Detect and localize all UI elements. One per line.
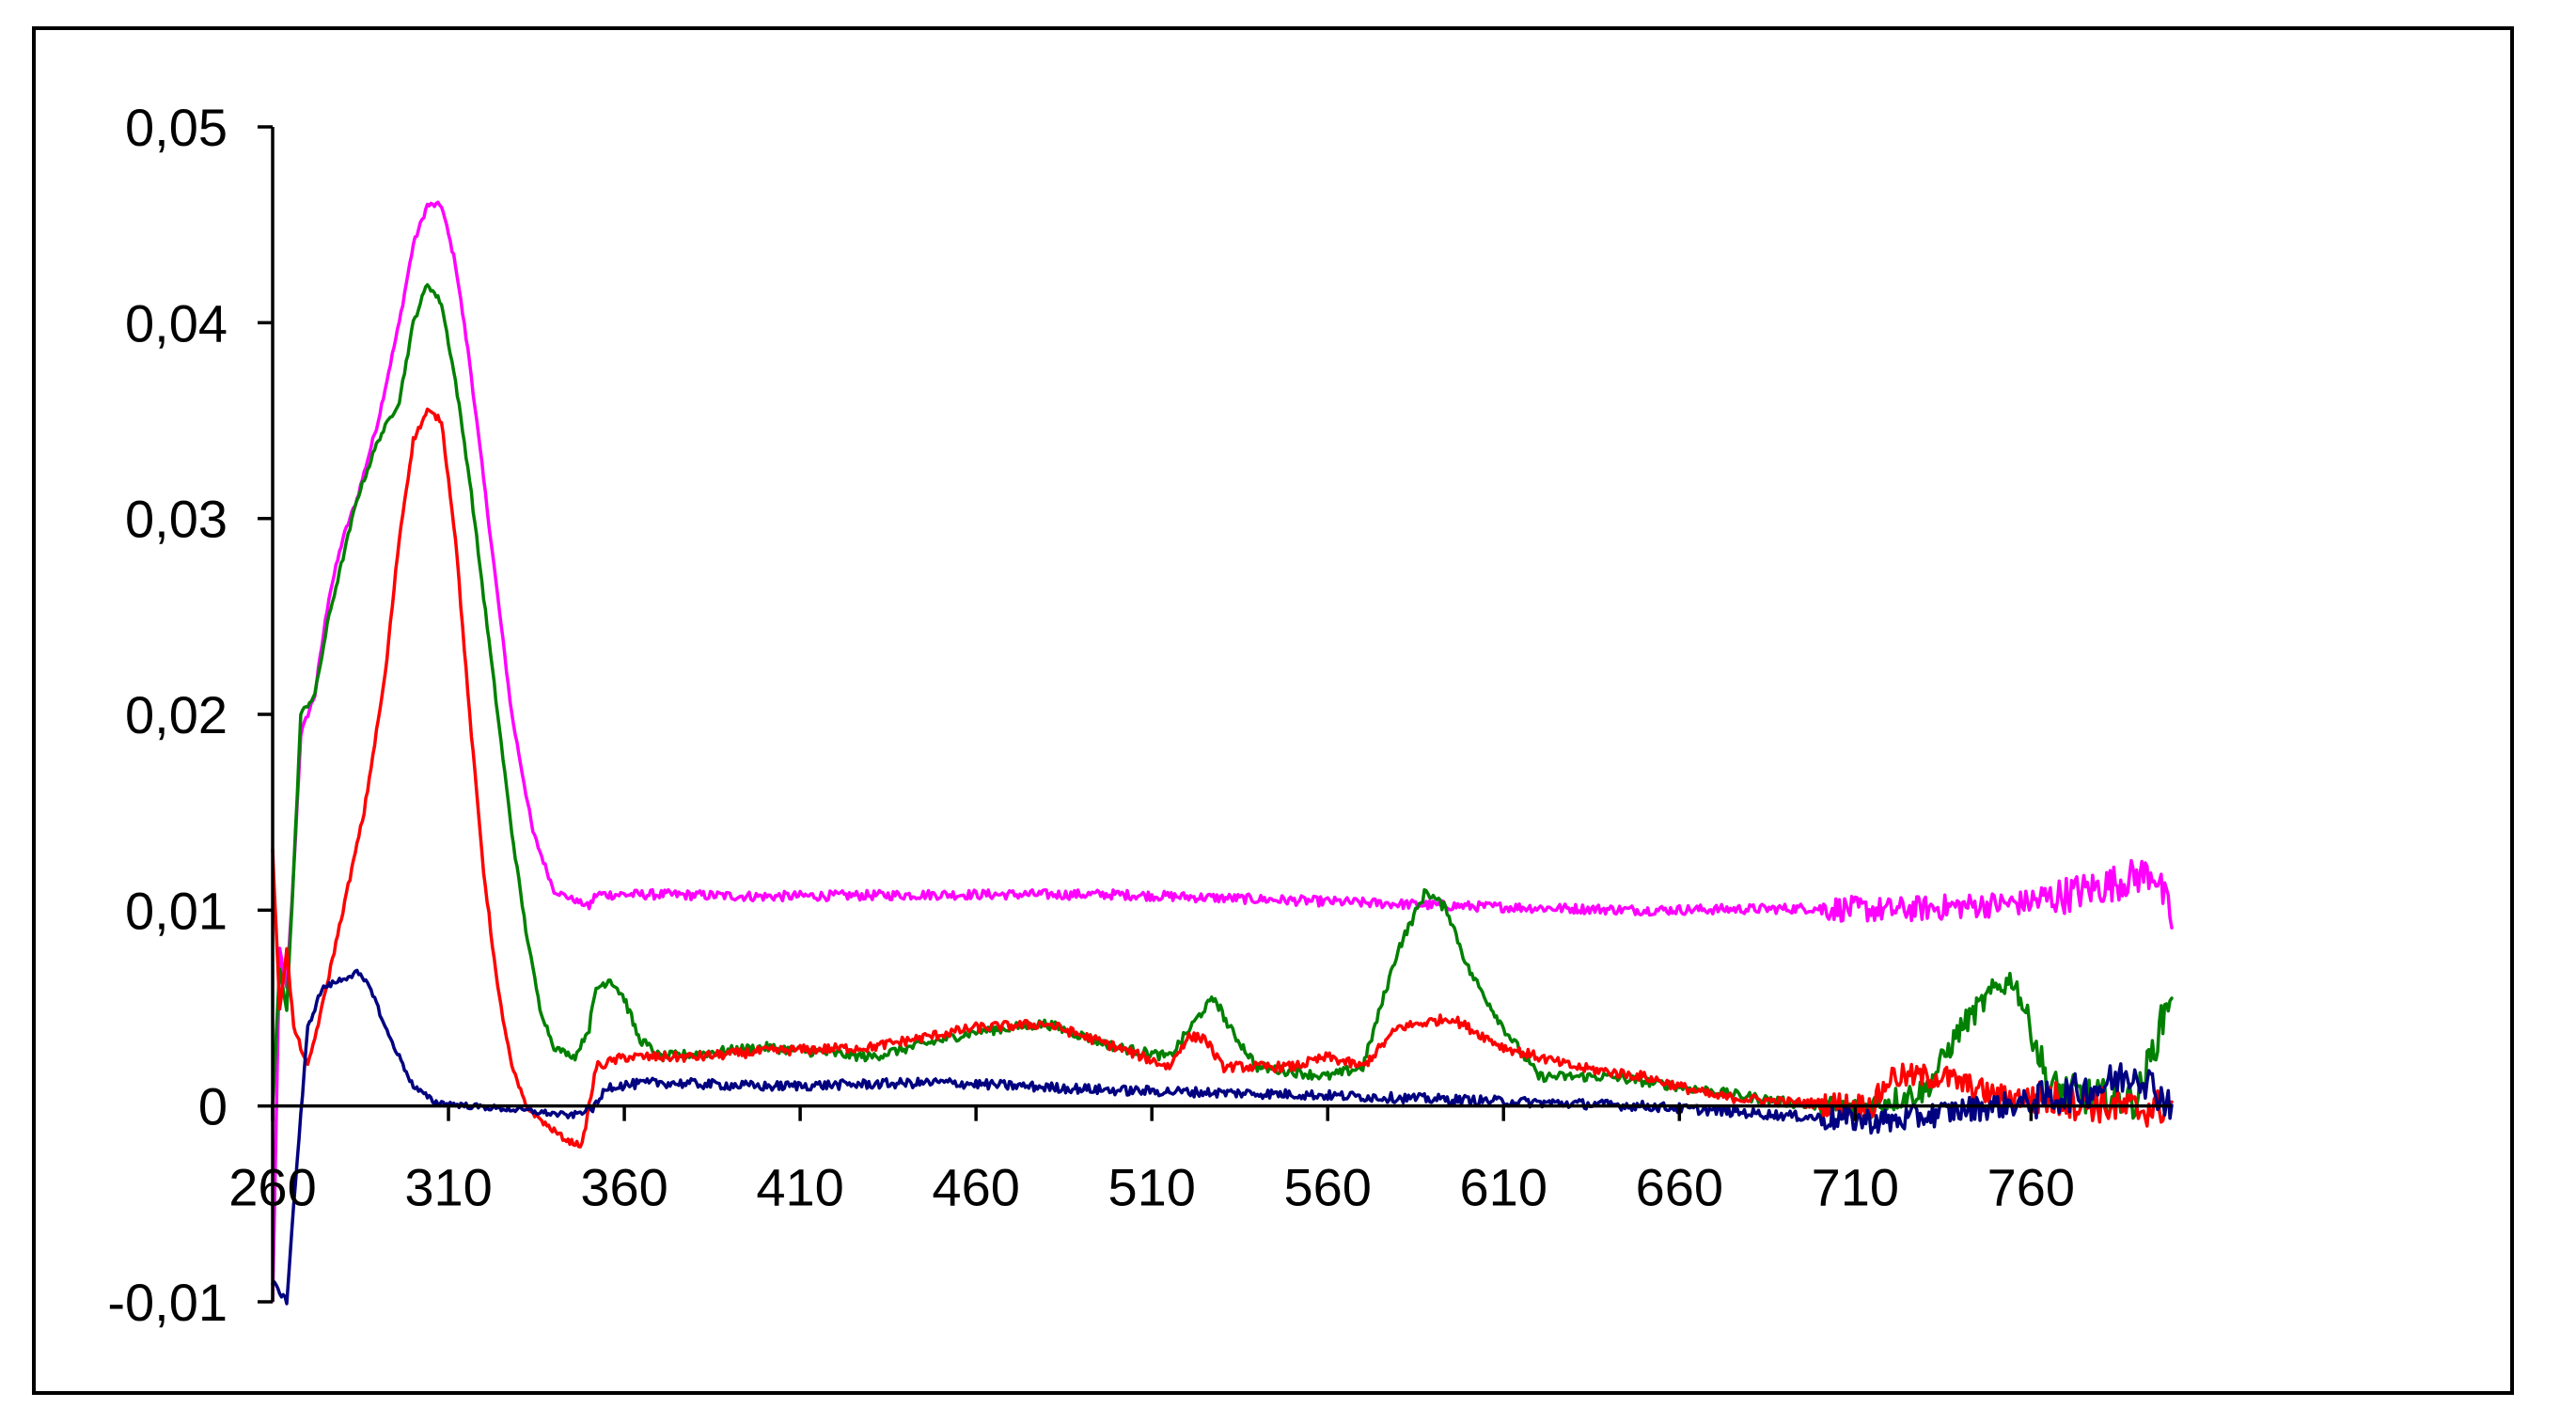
- series-line-2: [271, 407, 2174, 1149]
- series-line-3: [271, 968, 2174, 1306]
- x-tick-label: 260: [228, 1158, 316, 1217]
- series-line-1: [271, 283, 2174, 1121]
- y-tick-label: 0,05: [125, 98, 228, 157]
- y-tick-label: 0,01: [125, 881, 228, 940]
- x-tick-label: 560: [1284, 1158, 1372, 1217]
- x-tick-label: 410: [756, 1158, 843, 1217]
- x-tick-label: 710: [1812, 1158, 1899, 1217]
- x-tick-label: 760: [1987, 1158, 2075, 1217]
- series-layer: [271, 200, 2174, 1306]
- axes-layer: [271, 127, 2172, 1302]
- x-tick-label: 510: [1107, 1158, 1195, 1217]
- y-tick-label: 0,02: [125, 685, 228, 744]
- y-tick-label: 0,03: [125, 490, 228, 549]
- x-tick-label: 310: [404, 1158, 492, 1217]
- y-tick-label: -0,01: [107, 1273, 228, 1332]
- x-tick-label: 660: [1636, 1158, 1723, 1217]
- y-tick-label: 0,04: [125, 293, 228, 352]
- x-tick-label: 360: [580, 1158, 668, 1217]
- x-tick-label: 610: [1460, 1158, 1547, 1217]
- chart-frame: [32, 26, 2514, 1395]
- x-tick-label: 460: [932, 1158, 1019, 1217]
- series-line-0: [271, 200, 2174, 1303]
- y-tick-label: 0: [198, 1077, 228, 1136]
